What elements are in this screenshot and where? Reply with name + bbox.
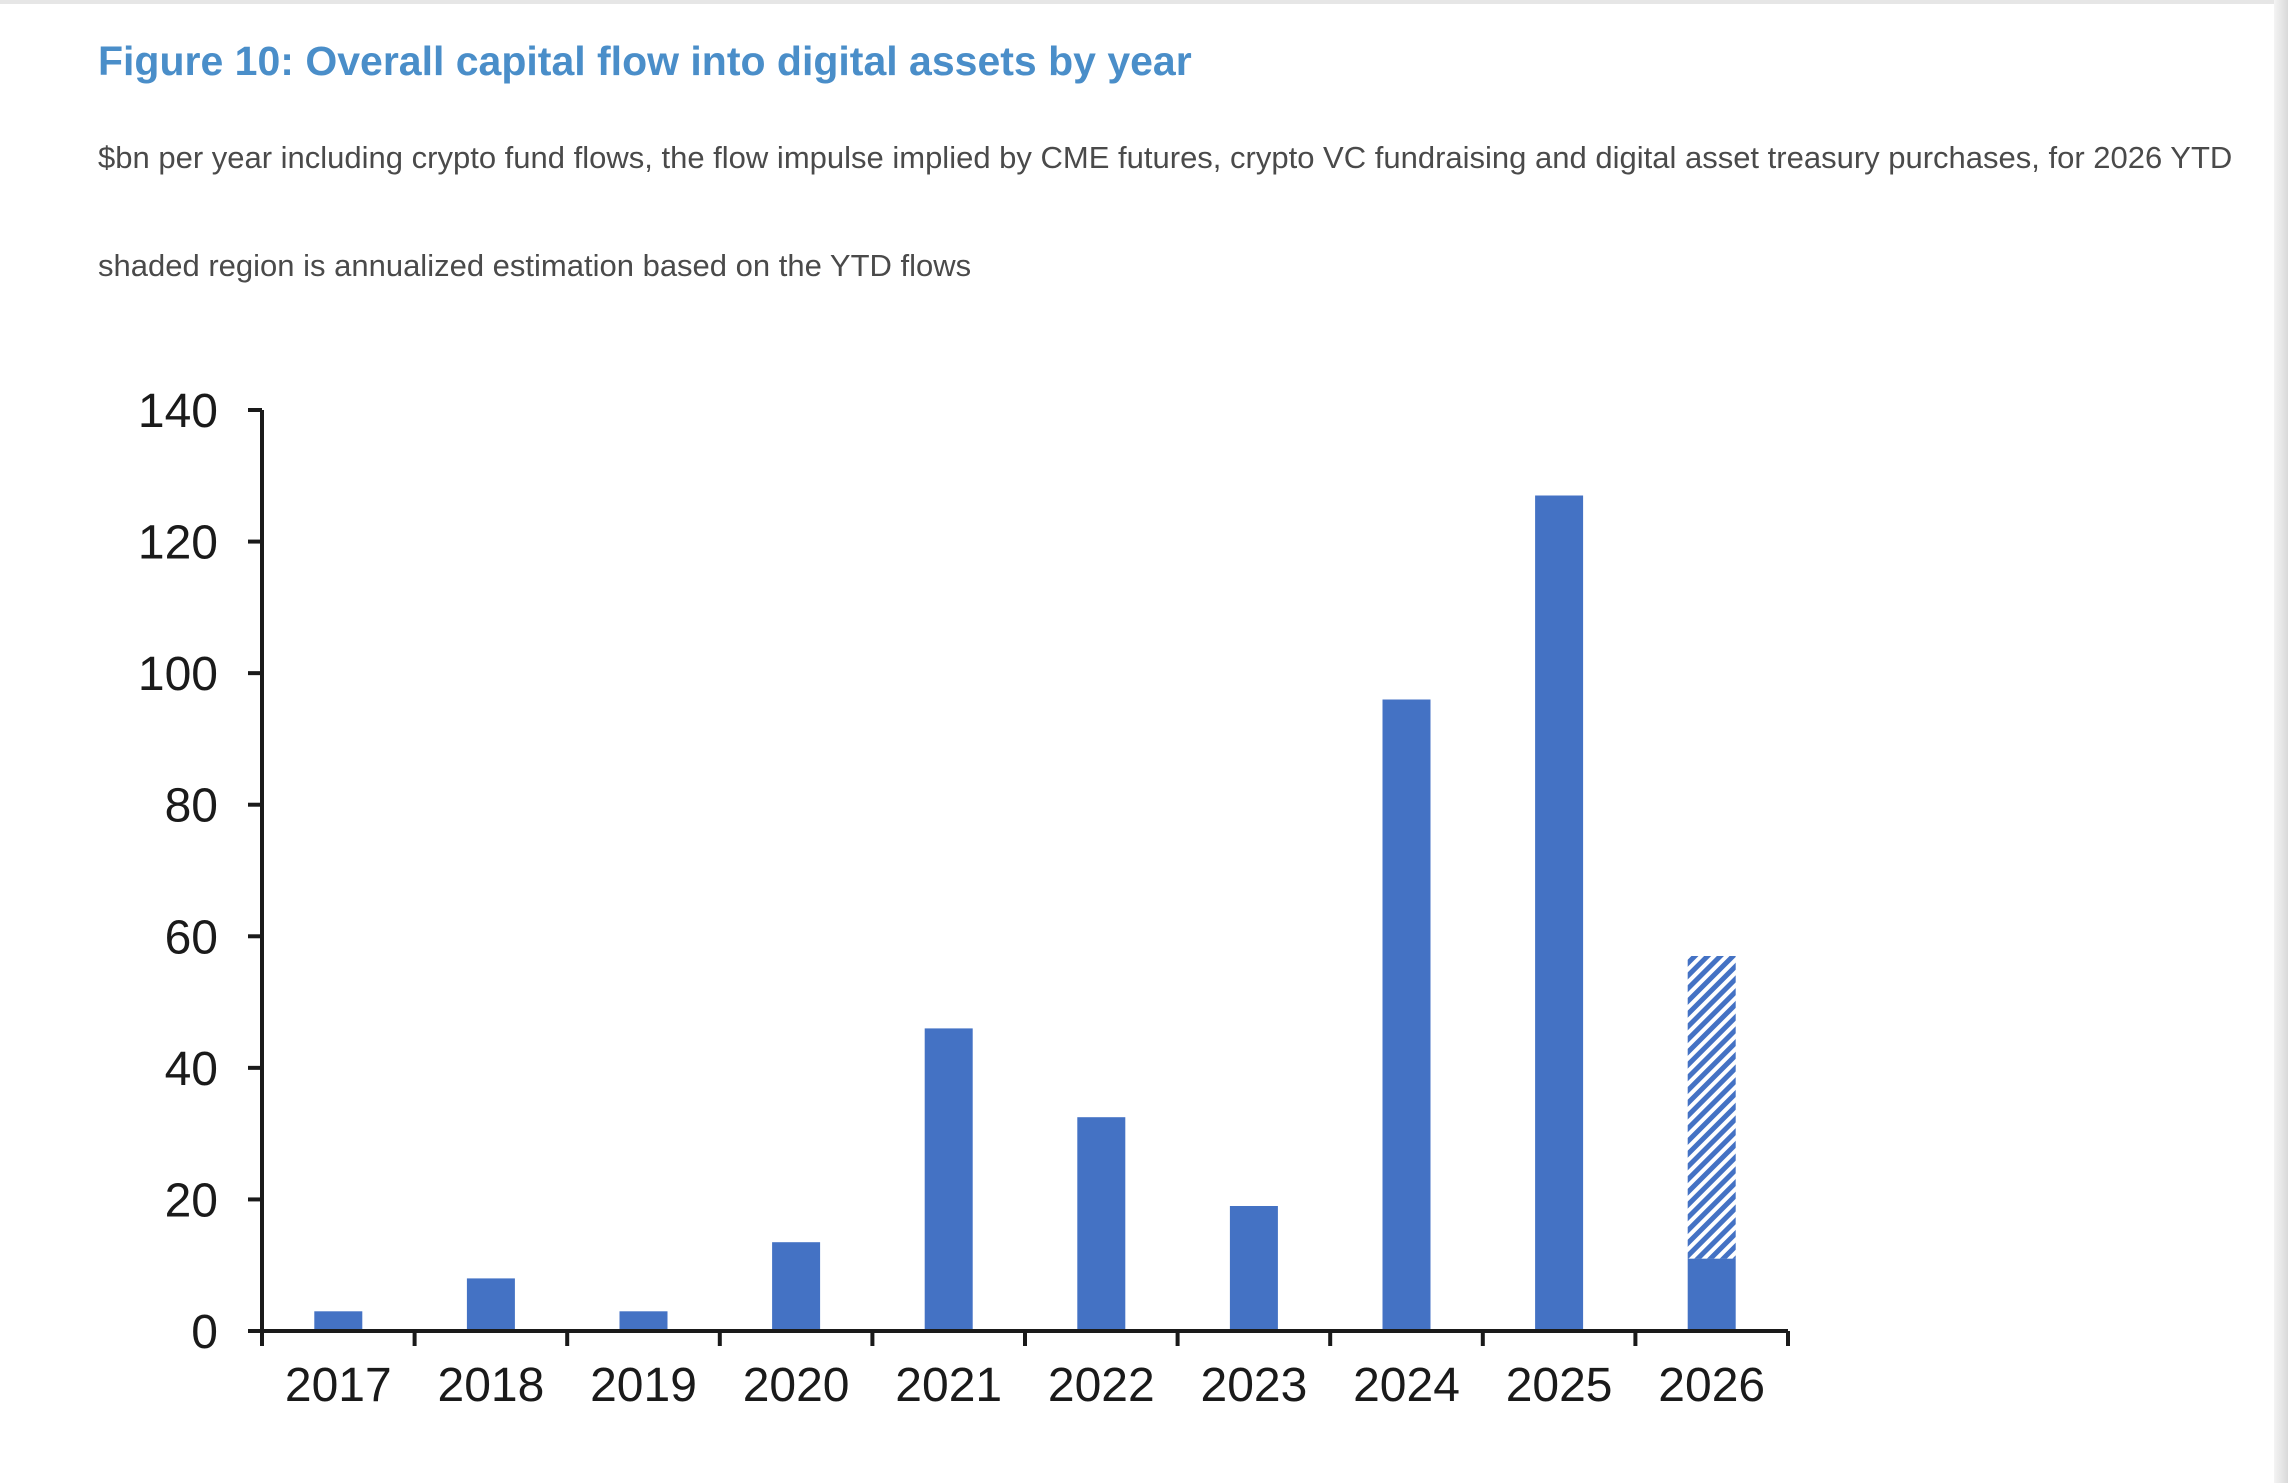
bar-2025 [1535, 495, 1584, 1331]
y-tick-label-60: 60 [165, 911, 218, 964]
x-tick-label-2022: 2022 [1048, 1359, 1155, 1412]
bar-2017 [314, 1311, 363, 1331]
bar-2019 [619, 1311, 668, 1331]
figure-title: Figure 10: Overall capital flow into dig… [98, 38, 1192, 84]
bar-2020 [772, 1242, 821, 1331]
x-tick-label-2024: 2024 [1353, 1359, 1460, 1412]
y-tick-label-20: 20 [165, 1174, 218, 1227]
x-tick-label-2018: 2018 [438, 1359, 545, 1412]
y-tick-label-40: 40 [165, 1043, 218, 1096]
bar-2024 [1382, 699, 1431, 1331]
bars-layer [314, 495, 1736, 1331]
x-tick-label-2017: 2017 [285, 1359, 392, 1412]
labels-layer: 2017 2018 2019 2020 2021 2022 2023 2024 2025 2026… [138, 385, 1765, 1412]
figure-note: shaded region is annualized estimation b… [98, 248, 972, 283]
bar-2026-annualized-estimate [1687, 956, 1736, 1259]
x-tick-label-2026: 2026 [1658, 1359, 1765, 1412]
bar-2022 [1077, 1117, 1126, 1331]
x-tick-label-2019: 2019 [590, 1359, 697, 1412]
bar-2021 [924, 1028, 973, 1331]
bar-2018 [466, 1278, 515, 1331]
top-divider [0, 0, 2288, 4]
y-tick-label-0: 0 [191, 1306, 218, 1359]
axes-layer [248, 408, 1790, 1346]
bar-2023 [1229, 1206, 1278, 1331]
x-tick-label-2025: 2025 [1506, 1359, 1613, 1412]
y-tick-label-120: 120 [138, 517, 218, 570]
y-tick-label-140: 140 [138, 385, 218, 438]
bar-2026 [1687, 1258, 1736, 1331]
x-tick-label-2021: 2021 [895, 1359, 1002, 1412]
window-right-edge [2274, 0, 2288, 1483]
figure-subtitle: $bn per year including crypto fund flows… [98, 140, 2233, 175]
y-tick-label-80: 80 [165, 780, 218, 833]
x-tick-label-2020: 2020 [743, 1359, 850, 1412]
x-tick-label-2023: 2023 [1201, 1359, 1308, 1412]
y-tick-label-100: 100 [138, 648, 218, 701]
